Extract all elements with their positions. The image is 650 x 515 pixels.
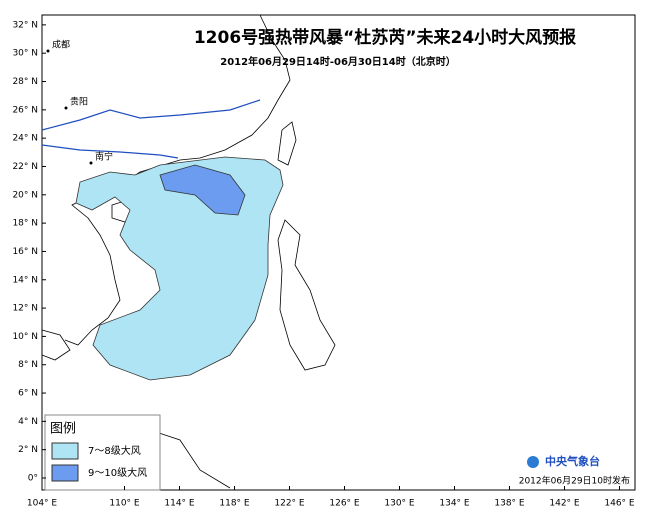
lon-label: 130° E — [384, 499, 415, 509]
lat-label: 16° N — [12, 247, 38, 257]
legend-swatch — [51, 442, 79, 460]
lat-label: 22° N — [12, 162, 38, 172]
place-dot — [64, 106, 68, 110]
lat-label: 8° N — [18, 360, 38, 370]
lon-label: 118° E — [219, 499, 250, 509]
lon-label: 134° E — [439, 499, 470, 509]
lat-label: 18° N — [12, 219, 38, 229]
lat-label: 12° N — [12, 304, 38, 314]
lon-label: 104° E — [27, 499, 58, 509]
river — [41, 99, 261, 131]
peninsula-coast — [41, 329, 71, 361]
lon-label: 138° E — [494, 499, 525, 509]
place-dot — [89, 161, 93, 165]
taiwan — [277, 121, 297, 166]
place-label: 贵阳 — [70, 96, 88, 108]
lat-label: 4° N — [18, 417, 38, 427]
lat-label: 0° — [28, 474, 38, 484]
place-label: 成都 — [52, 39, 70, 51]
lat-label: 14° N — [12, 275, 38, 285]
legend-title: 图例 — [50, 422, 76, 437]
lat-label: 28° N — [12, 77, 38, 87]
lat-label: 30° N — [12, 49, 38, 59]
title: 1206号强热带风暴“杜苏芮”未来24小时大风预报 — [194, 27, 576, 48]
lat-label: 20° N — [12, 190, 38, 200]
agency: 中央气象台 — [545, 454, 600, 468]
philippines — [277, 219, 336, 371]
wind-zone-9-10 — [159, 164, 246, 216]
legend-swatch — [51, 464, 79, 482]
place-label: 南宁 — [95, 151, 113, 163]
lon-label: 122° E — [274, 499, 305, 509]
subtitle: 2012年06月29日14时-06月30日14时（北京时） — [220, 55, 455, 68]
issue-time: 2012年06月29日10时发布 — [519, 475, 630, 487]
legend-label: 9～10级大风 — [88, 466, 147, 479]
river — [41, 144, 179, 159]
lon-label: 126° E — [329, 499, 360, 509]
legend-label: 7～8级大风 — [88, 444, 141, 457]
lon-label: 142° E — [549, 499, 580, 509]
rivers — [41, 99, 261, 159]
lat-label: 26° N — [12, 105, 38, 115]
lat-label: 6° N — [18, 389, 38, 399]
lat-label: 24° N — [12, 134, 38, 144]
lat-label: 32° N — [12, 20, 38, 30]
agency-logo — [527, 456, 539, 468]
lat-label: 10° N — [12, 332, 38, 342]
lat-label: 2° N — [18, 445, 38, 455]
lon-label: 110° E — [109, 499, 140, 509]
lon-label: 146° E — [604, 499, 635, 509]
lon-label: 114° E — [164, 499, 195, 509]
place-dot — [46, 49, 50, 53]
